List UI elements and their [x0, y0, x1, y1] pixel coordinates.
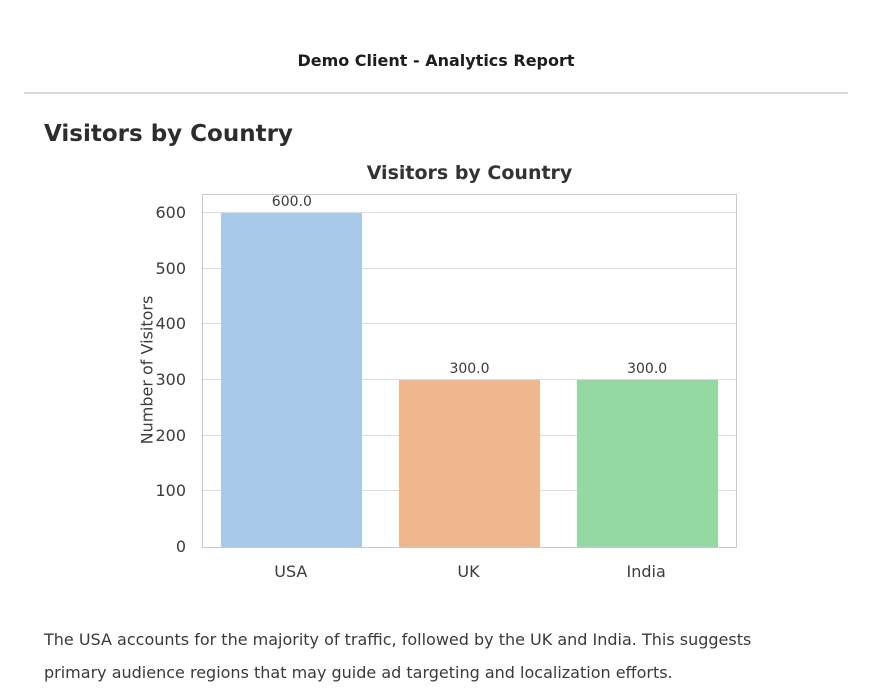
- gridline-600: [203, 211, 736, 213]
- x-tick-label-uk: UK: [457, 562, 480, 581]
- y-tick-label-200: 200: [155, 425, 186, 445]
- y-tick-label-400: 400: [155, 314, 186, 334]
- section-heading: Visitors by Country: [44, 121, 293, 147]
- bar-value-label-uk: 300.0: [449, 360, 490, 377]
- bar-usa: [221, 212, 363, 547]
- y-tick-label-300: 300: [155, 369, 186, 389]
- y-tick-label-100: 100: [155, 481, 186, 501]
- bar-value-label-usa: 600.0: [271, 193, 312, 210]
- bar-uk: [399, 379, 540, 547]
- bar-value-label-india: 300.0: [627, 360, 668, 377]
- y-tick-label-0: 0: [175, 537, 186, 556]
- chart-title: Visitors by Country: [366, 162, 573, 184]
- bar-india: [576, 379, 718, 547]
- description-line-2: primary audience regions that may guide …: [44, 663, 673, 682]
- y-tick-label-600: 600: [155, 202, 186, 222]
- header-divider: [24, 92, 848, 94]
- gridline-400: [203, 323, 736, 325]
- description-line-1: The USA accounts for the majority of tra…: [44, 630, 752, 649]
- visitors-bar-chart: Visitors by Country Number of Visitors 0…: [0, 159, 872, 597]
- gridline-500: [203, 267, 736, 269]
- x-tick-label-usa: USA: [274, 562, 308, 581]
- y-tick-label-500: 500: [155, 258, 186, 278]
- description-paragraph: The USA accounts for the majority of tra…: [44, 623, 844, 689]
- y-axis-ticks: 0 100 200 300 400 500 600: [0, 195, 186, 555]
- plot-area: 600.0 300.0 300.0: [202, 194, 737, 548]
- x-axis-ticks: USA UK India: [202, 562, 735, 584]
- x-tick-label-india: India: [626, 562, 666, 581]
- gridline-300: [203, 378, 736, 380]
- report-title: Demo Client - Analytics Report: [297, 51, 575, 70]
